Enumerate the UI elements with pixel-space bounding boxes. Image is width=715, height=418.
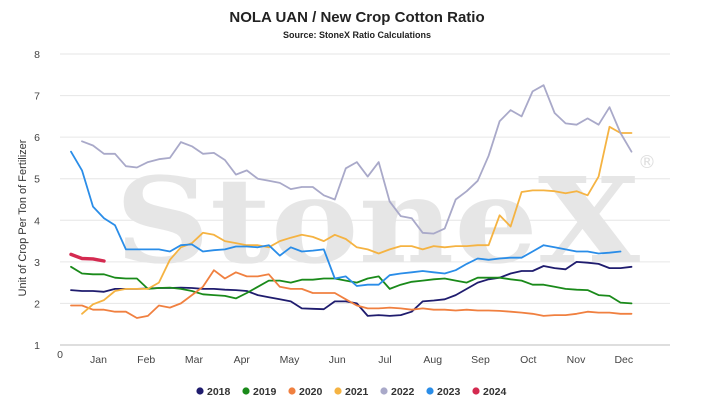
legend-marker-2020 — [288, 387, 296, 395]
legend-marker-2019 — [242, 387, 250, 395]
series-line-2022 — [81, 84, 633, 235]
y-tick-label: 7 — [34, 91, 40, 103]
x-tick-label: Feb — [137, 354, 155, 366]
legend-marker-2018 — [196, 387, 204, 395]
y-axis-label: Unit of Crop Per Ton of Fertilizer — [17, 139, 29, 296]
watermark-registered-mark: ® — [638, 152, 656, 173]
x-tick-label: Mar — [185, 354, 204, 366]
chart-title: NOLA UAN / New Crop Cotton Ratio — [229, 9, 484, 26]
series-line-2023 — [70, 150, 622, 287]
legend-marker-2024 — [472, 387, 480, 395]
y-tick-label: 5 — [34, 174, 40, 186]
legend-marker-2022 — [380, 387, 388, 395]
legend-label-2023: 2023 — [437, 386, 461, 398]
legend-marker-2021 — [334, 387, 342, 395]
legend-marker-2023 — [426, 387, 434, 395]
y-tick-label: 6 — [34, 132, 40, 144]
y-tick-label: 4 — [34, 215, 40, 227]
x-tick-label: Nov — [567, 354, 586, 366]
legend-label-2022: 2022 — [391, 386, 415, 398]
legend-label-2024: 2024 — [483, 386, 507, 398]
x-tick-label: Jun — [329, 354, 346, 366]
x-tick-label: Apr — [234, 354, 251, 366]
x-tick-label: 0 — [57, 349, 63, 361]
series-line-2020 — [70, 269, 633, 319]
x-tick-label: May — [280, 354, 301, 366]
legend-label-2021: 2021 — [345, 386, 369, 398]
x-tick-label: Oct — [520, 354, 536, 366]
legend-label-2020: 2020 — [299, 386, 323, 398]
series-line-2021 — [81, 125, 633, 315]
chart-subtitle: Source: StoneX Ratio Calculations — [283, 30, 431, 40]
x-tick-label: Jan — [90, 354, 107, 366]
legend-label-2018: 2018 — [207, 386, 231, 398]
y-axis-ticks: 1 2 3 4 5 6 7 8 — [34, 49, 40, 352]
x-axis-ticks: 0 Jan Feb Mar Apr May Jun Jul Aug Sep Oct Nov Dec — [57, 349, 633, 366]
y-tick-label: 3 — [34, 257, 40, 269]
gridlines — [60, 53, 670, 346]
x-tick-label: Jul — [378, 354, 391, 366]
legend: 2018 2019 2020 2021 2022 2023 2024 — [196, 386, 507, 398]
legend-label-2019: 2019 — [253, 386, 277, 398]
series-line-2024 — [69, 252, 106, 263]
y-tick-label: 2 — [34, 298, 40, 310]
x-tick-label: Sep — [471, 354, 490, 366]
series-lines — [69, 84, 633, 319]
x-tick-label: Aug — [423, 354, 442, 366]
y-tick-label: 8 — [34, 49, 40, 61]
x-tick-label: Dec — [614, 354, 633, 366]
y-tick-label: 1 — [34, 340, 40, 352]
